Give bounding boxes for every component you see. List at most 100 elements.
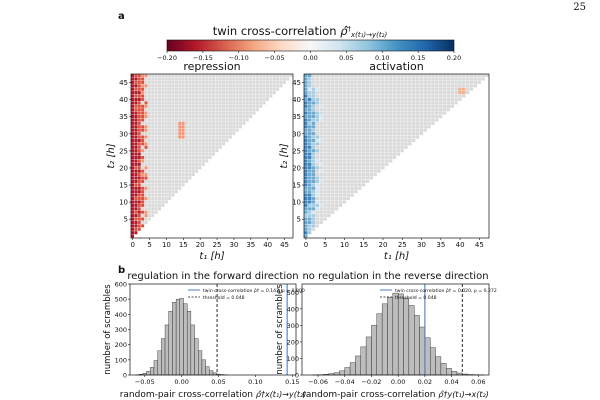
y-tick-label: 10 xyxy=(119,199,128,207)
colorbar-tick-label: 0.00 xyxy=(303,54,317,62)
y-tick-label: 10 xyxy=(292,199,301,207)
heatmap-title: repression xyxy=(183,60,240,73)
x-tick-label: 0.00 xyxy=(174,378,188,386)
legend: twin cross-correlation ρ̂† = 0.020, p = … xyxy=(380,288,497,301)
histogram-bar xyxy=(419,326,426,376)
histogram-bar xyxy=(183,303,188,376)
x-tick-label: 0 xyxy=(130,241,134,249)
histogram-bar xyxy=(194,338,199,376)
y-tick-label: 400 xyxy=(115,311,127,319)
x-tick-label: 0.04 xyxy=(444,378,458,386)
histogram-bar xyxy=(424,337,431,376)
heatmap-frame xyxy=(130,73,294,239)
y-tick-label: 25 xyxy=(292,147,301,155)
x-tick-label: 35 xyxy=(246,241,255,249)
legend-threshold-label: threshold = 0.048 xyxy=(395,295,437,301)
histogram-bar xyxy=(355,355,361,376)
x-tick-label: 20 xyxy=(379,241,388,249)
histogram-bar xyxy=(371,325,377,376)
y-tick-label: 15 xyxy=(292,182,301,190)
y-tick-label: 35 xyxy=(119,113,128,121)
heatmap-title: activation xyxy=(369,60,424,73)
histogram-bar xyxy=(349,362,356,376)
x-tick-label: 30 xyxy=(229,241,238,249)
y-tick-label: 300 xyxy=(287,322,299,330)
histogram-bar xyxy=(157,350,162,376)
x-tick-label: −0.04 xyxy=(335,378,355,386)
x-tick-label: −0.02 xyxy=(361,378,381,386)
histogram-bar xyxy=(153,360,158,376)
colorbar-tick-label: −0.20 xyxy=(157,54,177,62)
x-tick-label: 10 xyxy=(340,241,349,249)
y-tick-label: 600 xyxy=(115,281,127,289)
colorbar-tick-label: 0.05 xyxy=(339,54,353,62)
histogram-bar xyxy=(392,292,399,376)
histogram-forward: regulation in the forward direction −0.05… xyxy=(103,271,306,400)
histogram-bar xyxy=(209,370,214,376)
histogram-bar xyxy=(168,311,173,376)
histogram-reverse: no regulation in the reverse direction −0… xyxy=(275,271,497,400)
y-tick-label: 200 xyxy=(287,338,299,346)
colorbar-tick-label: 0.20 xyxy=(447,54,461,62)
histogram-bar xyxy=(435,356,442,376)
x-tick-label: −0.06 xyxy=(308,378,328,386)
colorbar-tick-label: −0.05 xyxy=(265,54,285,62)
legend-twin-label: twin cross-correlation ρ̂† = 0.020, p = … xyxy=(395,288,497,294)
y-axis-label: t₂ [h] xyxy=(279,143,290,168)
y-tick-label: 20 xyxy=(292,164,301,172)
y-tick-label: 5 xyxy=(297,216,301,224)
y-axis-label: t₂ [h] xyxy=(106,143,117,168)
histogram-bar xyxy=(161,338,166,376)
histogram-bar xyxy=(186,311,192,376)
heatmap-activation: activation 0 5 10 15 20 25 30 35 40 45 5 10 15 20 25 30 3… xyxy=(279,60,490,262)
x-tick-label: 40 xyxy=(263,241,272,249)
y-tick-label: 30 xyxy=(292,130,301,138)
histogram-bar xyxy=(146,371,151,376)
x-axis-label: t₁ [h] xyxy=(384,251,409,262)
y-tick-label: 35 xyxy=(292,113,301,121)
x-axis-label: t₁ [h] xyxy=(199,251,224,262)
y-tick-label: 100 xyxy=(115,356,127,364)
x-axis-label: random-pair cross-correlation ρ̂†y(t₁)→x… xyxy=(302,389,489,400)
colorbar xyxy=(166,39,455,52)
histogram-bar xyxy=(408,305,415,376)
histogram-bar xyxy=(430,347,436,376)
x-tick-label: 45 xyxy=(280,241,289,249)
x-tick-label: 25 xyxy=(213,241,222,249)
histogram-bar xyxy=(403,297,410,376)
histogram-bar xyxy=(451,371,458,376)
histogram-bar xyxy=(201,359,206,376)
histogram-bar xyxy=(381,303,388,376)
histogram-bar xyxy=(190,324,195,376)
colorbar-tick-label: 0.10 xyxy=(375,54,389,62)
x-tick-label: 0.00 xyxy=(391,378,405,386)
x-tick-label: −0.05 xyxy=(135,378,155,386)
x-tick-label: 40 xyxy=(456,241,465,249)
histogram-bar xyxy=(339,370,345,376)
panel-b-label: b xyxy=(118,265,126,276)
panel-a-label: a xyxy=(118,11,125,22)
y-tick-label: 40 xyxy=(292,96,301,104)
x-tick-label: 0.06 xyxy=(471,378,485,386)
x-tick-label: 0.02 xyxy=(418,378,432,386)
x-axis-label: random-pair cross-correlation ρ̂†x(t₁)→y… xyxy=(120,389,307,400)
histogram-bar xyxy=(387,297,394,376)
histogram-bar xyxy=(164,324,169,376)
x-tick-label: 25 xyxy=(398,241,407,249)
histogram-bar xyxy=(365,336,372,376)
y-axis-label: number of scrambles xyxy=(275,284,285,375)
page-number: 25 xyxy=(573,2,586,13)
x-tick-label: 45 xyxy=(475,241,484,249)
colorbar-title: twin cross-correlation ρ̂†x(t₁)→y(t₂) xyxy=(213,24,388,39)
legend-threshold-label: threshold = 0.048 xyxy=(203,295,245,301)
x-tick-label: 30 xyxy=(417,241,426,249)
y-tick-label: 400 xyxy=(287,305,299,313)
y-tick-label: 500 xyxy=(115,296,127,304)
y-tick-label: 45 xyxy=(119,79,128,87)
y-tick-label: 20 xyxy=(119,164,128,172)
histogram-bar xyxy=(175,298,181,376)
x-tick-label: 5 xyxy=(147,241,151,249)
y-tick-label: 0 xyxy=(295,372,299,380)
y-axis-label: number of scrambles xyxy=(103,284,113,375)
heatmap-frame xyxy=(303,73,490,239)
